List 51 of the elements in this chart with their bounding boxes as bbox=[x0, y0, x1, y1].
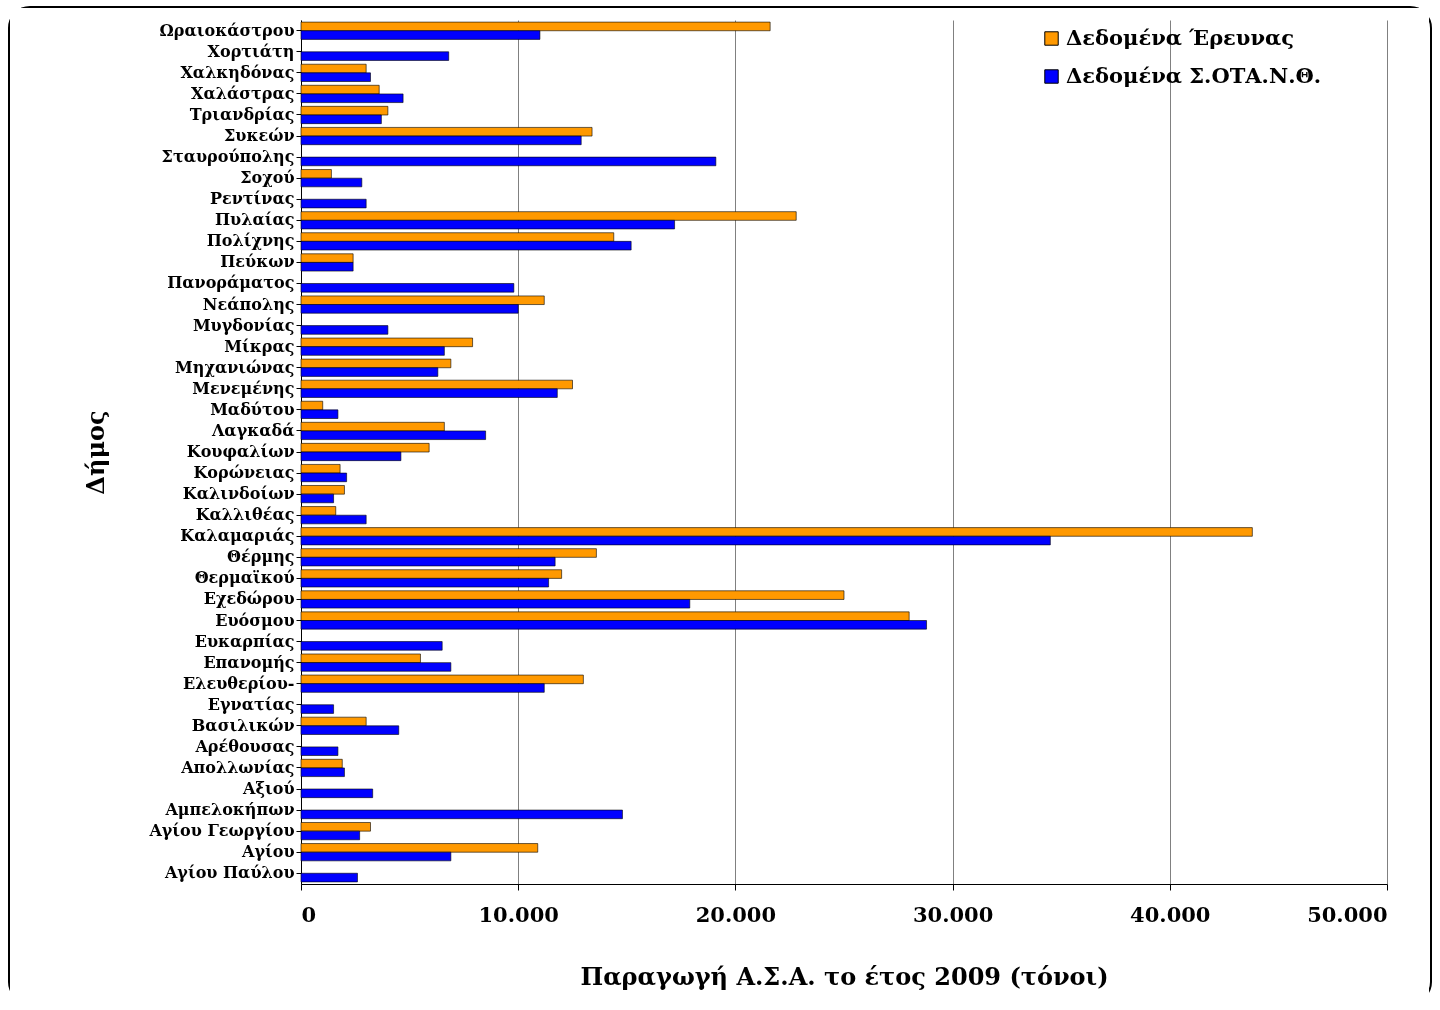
y-tick-label: Πεύκων bbox=[220, 252, 295, 272]
y-axis-title: Δήμος bbox=[81, 410, 111, 495]
x-tick-label: 10.000 bbox=[478, 901, 559, 927]
y-tick-label: Λαγκαδά bbox=[210, 420, 295, 440]
y-tick-label: Καλλιθέας bbox=[195, 505, 295, 525]
y-tick-label: Ευκαρπίας bbox=[194, 631, 295, 651]
y-tick-label: Συκεών bbox=[224, 126, 295, 146]
y-tick-label: Κορώνειας bbox=[193, 463, 295, 483]
y-tick-label: Μίκρας bbox=[224, 336, 295, 356]
x-tick-label: 20.000 bbox=[695, 901, 777, 927]
y-tick-label: Αμπελοκήπων bbox=[164, 800, 295, 820]
x-tick-label: 50.000 bbox=[1307, 901, 1388, 927]
y-tick-label: Απολλωνίας bbox=[180, 757, 295, 777]
y-tick-label: Μαδύτου bbox=[210, 399, 295, 419]
y-tick-label: Πανοράματος bbox=[167, 273, 295, 293]
y-tick-label: Ευόσμου bbox=[215, 610, 295, 630]
legend-label: Δεδομένα Σ.ΟΤΑ.Ν.Θ. bbox=[1066, 62, 1322, 88]
y-tick-label: Χαλκηδόνας bbox=[180, 62, 295, 82]
y-tick-label: Εχεδώρου bbox=[203, 589, 295, 609]
y-tick-label: Πολίχνης bbox=[206, 231, 295, 251]
y-tick-label: Καλαμαριάς bbox=[180, 526, 295, 546]
y-tick-label: Χορτιάτη bbox=[207, 41, 295, 61]
y-tick-label: Θερμαϊκού bbox=[194, 568, 295, 588]
y-tick-label: Μενεμένης bbox=[192, 378, 295, 398]
y-tick-label: Σοχού bbox=[240, 168, 295, 188]
y-tick-label: Μηχανιώνας bbox=[175, 357, 295, 377]
x-tick-label: 0 bbox=[301, 901, 317, 927]
y-tick-label: Ρεντίνας bbox=[209, 189, 295, 209]
y-tick-label: Θέρμης bbox=[227, 547, 295, 567]
y-tick-label: Χαλάστρας bbox=[190, 83, 295, 103]
y-tick-label: Σταυρούπολης bbox=[161, 147, 295, 167]
y-tick-label: Νεάπολης bbox=[202, 294, 295, 314]
y-tick-label: Κουφαλίων bbox=[186, 442, 295, 461]
y-tick-label: Τριανδρίας bbox=[189, 104, 295, 124]
y-tick-label: Ωραιοκάστρου bbox=[159, 20, 295, 40]
y-tick-label: Εγνατίας bbox=[207, 694, 295, 714]
y-tick-label: Πυλαίας bbox=[214, 210, 295, 230]
y-tick-label: Επανομής bbox=[203, 652, 295, 672]
y-tick-label: Βασιλικών bbox=[191, 715, 295, 735]
y-tick-label: Ελευθερίου- bbox=[183, 673, 295, 693]
legend-label: Δεδομένα Έρευνας bbox=[1066, 24, 1294, 50]
y-tick-label: Αγίου Γεωργίου bbox=[148, 821, 295, 841]
y-tick-label: Αγίου bbox=[241, 842, 295, 862]
y-tick-label: Μυγδονίας bbox=[192, 315, 295, 335]
y-tick-label: Καλινδοίων bbox=[182, 484, 295, 504]
x-tick-label: 30.000 bbox=[912, 901, 994, 927]
y-tick-label: Αξιού bbox=[242, 779, 295, 799]
y-tick-label: Αρέθουσας bbox=[194, 736, 295, 756]
x-tick-label: 40.000 bbox=[1130, 901, 1211, 927]
y-tick-label: Αγίου Παύλου bbox=[163, 863, 295, 883]
x-axis-title: Παραγωγή Α.Σ.Α. το έτος 2009 (τόνοι) bbox=[580, 961, 1109, 991]
